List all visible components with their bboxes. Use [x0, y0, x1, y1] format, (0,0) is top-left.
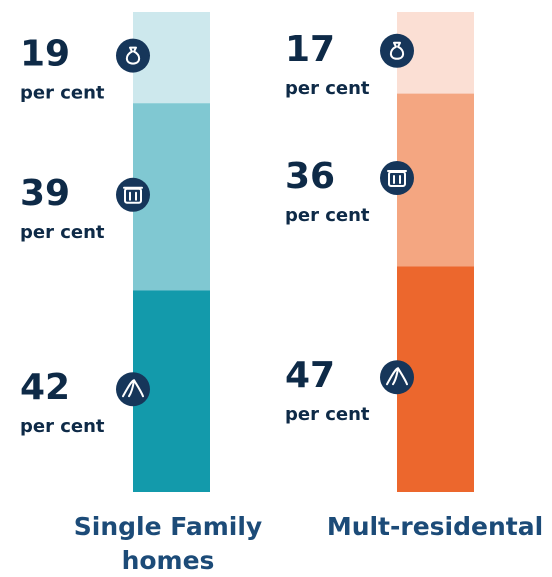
- value-label: 39: [20, 173, 70, 214]
- icon: [380, 33, 414, 68]
- icon-circle: [380, 33, 414, 68]
- icon-peel: [122, 379, 144, 398]
- icon-circle: [116, 38, 150, 73]
- icon: [116, 38, 150, 73]
- icon-circle: [116, 177, 150, 212]
- icon-peel: [386, 367, 408, 386]
- icon: [380, 360, 414, 395]
- category-label: Mult-residental: [326, 512, 544, 541]
- unit-label: per cent: [285, 205, 370, 226]
- unit-label: per cent: [20, 83, 105, 104]
- icon: [116, 372, 150, 407]
- icon-bag: [125, 46, 141, 65]
- value-label: 47: [285, 355, 335, 396]
- unit-label: per cent: [20, 222, 105, 243]
- value-label: 42: [20, 367, 70, 408]
- icon-bag: [389, 41, 405, 60]
- unit-label: per cent: [285, 404, 370, 425]
- unit-label: per cent: [285, 78, 370, 99]
- icon-bin-lid: [123, 186, 143, 201]
- icon: [116, 177, 150, 212]
- value-label: 36: [285, 156, 335, 197]
- unit-label: per cent: [20, 416, 105, 437]
- category-label: Single Family homes: [73, 512, 263, 575]
- value-label: 17: [285, 29, 335, 70]
- icon-bin-lid: [387, 170, 407, 184]
- value-label: 19: [20, 34, 70, 75]
- icon-circle: [380, 161, 414, 195]
- icon: [380, 161, 414, 195]
